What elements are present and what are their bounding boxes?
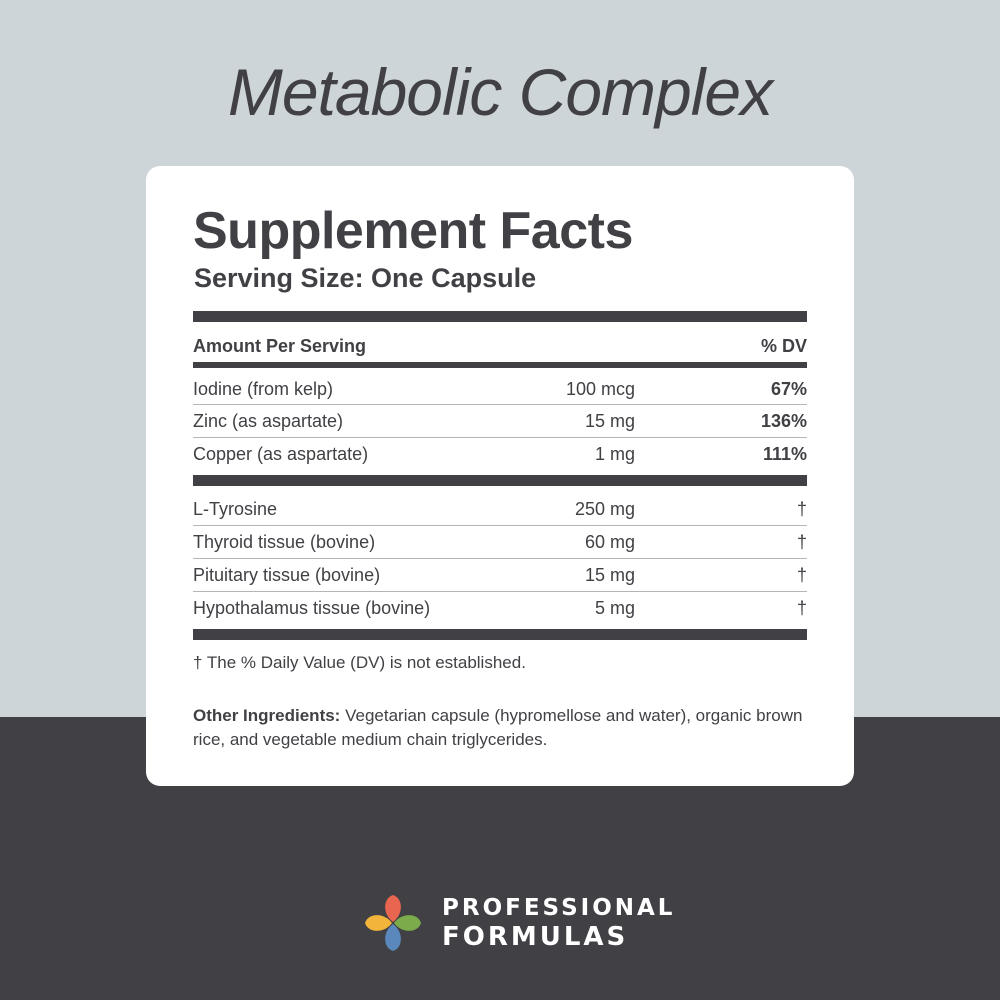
brand-name-line2: FORMULAS [442, 922, 629, 952]
ingredient-dv: † [796, 499, 807, 519]
ingredient-dv: † [796, 565, 807, 585]
ingredient-name: L-Tyrosine [193, 499, 278, 519]
nutrient-amount: 15 mg [584, 411, 635, 431]
supplement-facts-card: Supplement Facts Serving Size: One Capsu… [146, 166, 854, 786]
brand-name-line1: PROFESSIONAL [442, 895, 676, 921]
other-ingredients: Other Ingredients: Vegetarian capsule (h… [193, 704, 813, 752]
row-divider [193, 558, 807, 559]
nutrient-name: Copper (as aspartate) [193, 444, 369, 464]
product-title: Metabolic Complex [227, 55, 773, 129]
facts-title: Supplement Facts [193, 202, 633, 260]
serving-size: Serving Size: One Capsule [194, 263, 537, 293]
logo-petal-bottom [385, 924, 401, 951]
dv-header: % DV [760, 336, 807, 356]
thick-divider [193, 475, 807, 486]
amount-per-serving-header: Amount Per Serving [193, 336, 367, 356]
medium-divider [193, 362, 807, 368]
ingredient-dv: † [796, 532, 807, 552]
thick-divider [193, 311, 807, 322]
logo-petal-left [365, 915, 392, 931]
nutrient-dv: 67% [770, 379, 807, 399]
nutrient-amount: 100 mcg [565, 379, 635, 399]
ingredient-dv: † [796, 598, 807, 618]
nutrient-name: Zinc (as aspartate) [193, 411, 344, 431]
other-ingredients-label: Other Ingredients: [193, 706, 341, 725]
nutrient-dv: 136% [760, 411, 807, 431]
dv-footnote: † The % Daily Value (DV) is not establis… [193, 653, 526, 672]
ingredient-amount: 250 mg [574, 499, 635, 519]
nutrient-dv: 111% [762, 444, 807, 464]
thick-divider [193, 629, 807, 640]
brand-logo: PROFESSIONAL FORMULAS [362, 892, 672, 954]
nutrient-name: Iodine (from kelp) [193, 379, 334, 399]
row-divider [193, 437, 807, 438]
row-divider [193, 591, 807, 592]
row-divider [193, 525, 807, 526]
ingredient-name: Thyroid tissue (bovine) [193, 532, 376, 552]
logo-petal-top [385, 895, 401, 922]
ingredient-amount: 15 mg [584, 565, 635, 585]
four-petal-logo-icon [365, 895, 421, 951]
ingredient-amount: 5 mg [594, 598, 635, 618]
ingredient-amount: 60 mg [584, 532, 635, 552]
logo-petal-right [394, 915, 421, 931]
nutrient-amount: 1 mg [594, 444, 635, 464]
row-divider [193, 404, 807, 405]
ingredient-name: Hypothalamus tissue (bovine) [193, 598, 431, 618]
other-ingredients-text: Vegetarian capsule (hypromellose and wat… [193, 706, 803, 749]
ingredient-name: Pituitary tissue (bovine) [193, 565, 381, 585]
